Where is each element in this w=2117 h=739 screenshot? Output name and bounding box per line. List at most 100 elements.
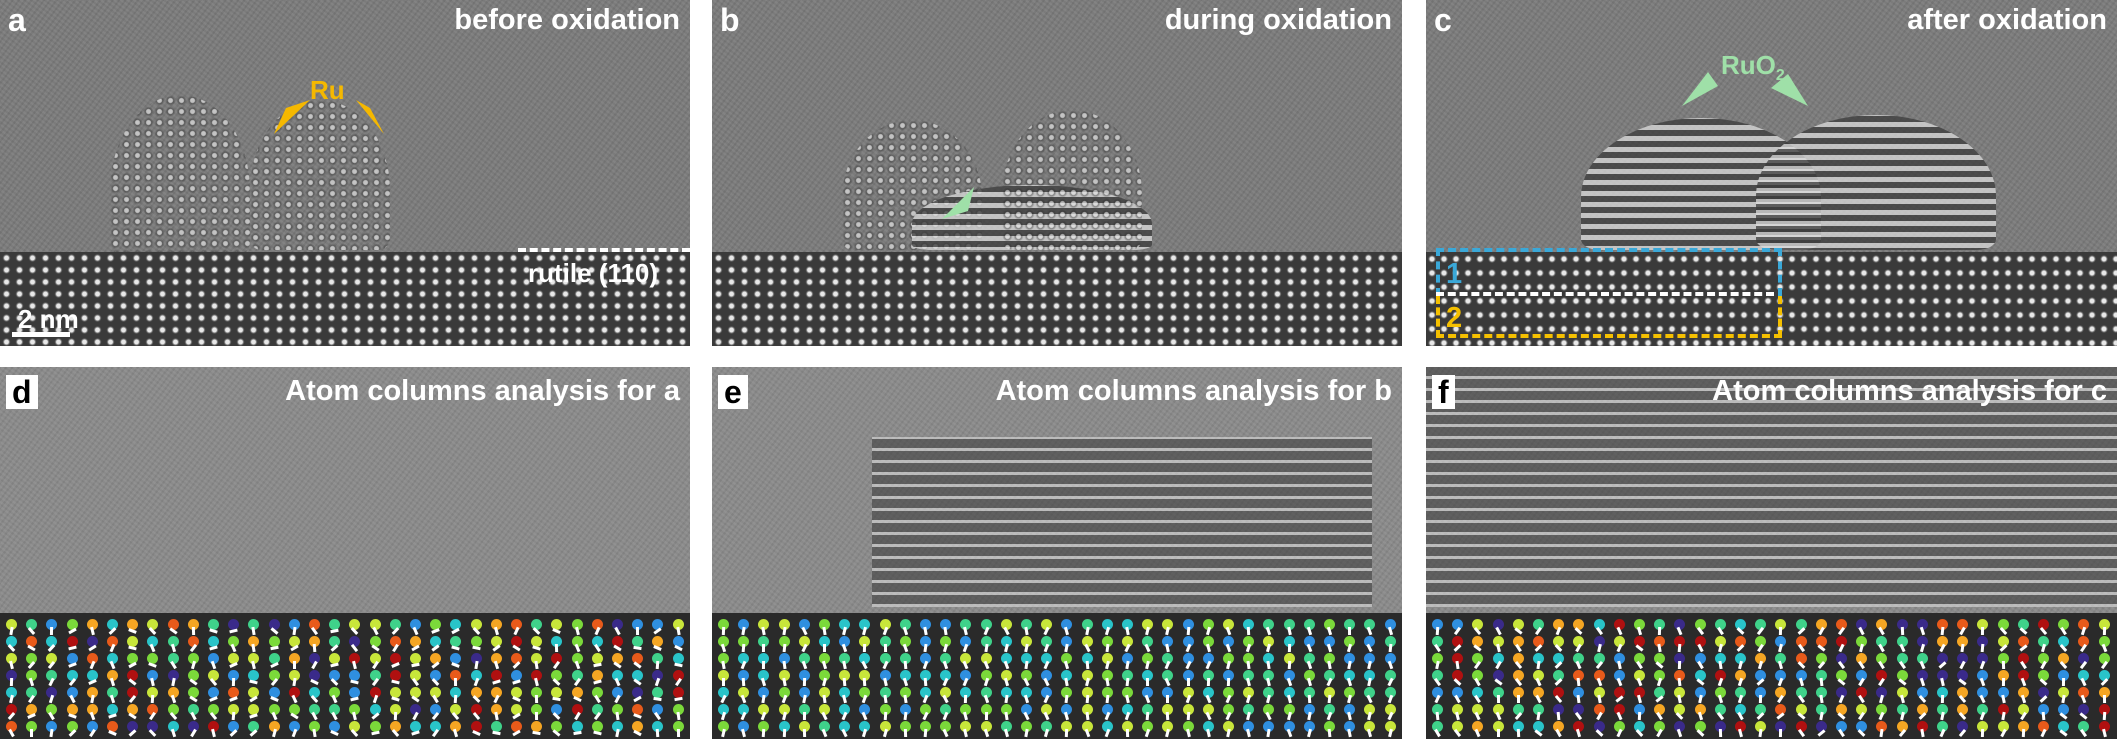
atom-column-marker <box>1324 653 1335 664</box>
atom-column-marker <box>1344 619 1356 630</box>
atom-column-marker <box>450 704 462 715</box>
displacement-vector <box>1146 677 1150 687</box>
atom-column-marker <box>980 636 992 647</box>
atom-column-marker <box>1000 653 1012 664</box>
atom-column-marker <box>1714 636 1726 647</box>
atom-column-marker <box>268 670 280 681</box>
atom-column-marker <box>127 687 139 698</box>
displacement-vector <box>330 662 339 668</box>
atom-column-marker <box>470 670 482 681</box>
atom-column-marker <box>288 704 300 715</box>
atom-column-marker <box>511 721 522 732</box>
atom-column-marker <box>571 619 583 630</box>
displacement-vector <box>1266 694 1272 704</box>
atom-column-marker <box>1654 653 1666 664</box>
atom-column-marker <box>1162 704 1174 715</box>
atom-column-marker <box>1041 721 1053 732</box>
atom-column-marker <box>1122 687 1133 698</box>
atom-column-marker <box>778 721 790 732</box>
displacement-vector <box>636 626 640 636</box>
atom-column-marker <box>470 721 482 732</box>
atom-column-marker <box>66 619 78 630</box>
panel-a: a before oxidation Ru rutile (110) 2 nm <box>0 0 690 346</box>
atom-column-marker <box>571 721 583 732</box>
atom-column-marker <box>1957 619 1969 630</box>
atom-column-marker <box>86 704 98 715</box>
atom-column-marker <box>758 687 770 698</box>
displacement-vector <box>229 628 238 634</box>
atom-column-marker <box>1243 619 1255 630</box>
substrate-label: rutile (110) <box>528 258 659 288</box>
atom-column-marker <box>1061 619 1073 630</box>
atom-column-marker <box>1344 721 1356 732</box>
atom-column-marker <box>1573 636 1585 647</box>
atom-column-marker <box>1492 619 1504 630</box>
atom-column-marker <box>1634 619 1645 630</box>
displacement-vector <box>330 628 339 634</box>
atom-column-marker <box>470 619 482 630</box>
atom-column-marker <box>652 619 664 630</box>
atom-column-marker <box>1836 653 1847 664</box>
atom-column-marker <box>107 721 118 732</box>
displacement-vector <box>1496 694 1500 704</box>
atom-column-marker <box>1593 653 1605 664</box>
atom-column-marker <box>1243 670 1255 681</box>
displacement-vector <box>676 711 681 721</box>
atom-column-marker <box>1714 619 1726 630</box>
displacement-vector <box>656 660 660 670</box>
displacement-vector <box>1900 626 1904 636</box>
atom-column-marker <box>1182 704 1194 715</box>
atom-column-marker <box>899 687 911 698</box>
atom-column-marker <box>899 619 911 630</box>
displacement-vector <box>1981 728 1985 738</box>
atom-column-marker <box>127 653 139 664</box>
atom-column-marker <box>1755 687 1767 698</box>
atom-column-marker <box>1674 704 1686 715</box>
atom-column-marker <box>1896 670 1908 681</box>
displacement-vector <box>1004 694 1009 704</box>
atom-column-marker <box>1492 704 1504 715</box>
atom-column-marker <box>248 687 260 698</box>
displacement-vector <box>350 696 360 702</box>
atom-column-marker <box>859 670 871 681</box>
displacement-vector <box>2062 677 2066 687</box>
displacement-vector <box>269 645 279 651</box>
displacement-vector <box>2061 694 2066 704</box>
atom-column-marker <box>369 619 381 630</box>
displacement-vector <box>1104 660 1110 670</box>
displacement-vector <box>1084 626 1090 636</box>
atom-column-marker <box>187 721 199 732</box>
atom-column-marker <box>1735 653 1746 664</box>
atom-column-marker <box>107 687 118 698</box>
atom-column-marker <box>450 721 462 732</box>
atom-column-marker <box>187 670 199 681</box>
atom-column-marker <box>389 687 401 698</box>
panel-d: d Atom columns analysis for a <box>0 367 690 739</box>
atom-column-marker <box>1101 636 1113 647</box>
atom-column-marker <box>187 636 199 647</box>
atom-column-marker <box>2038 721 2049 732</box>
displacement-vector <box>1516 695 1520 703</box>
atom-column-marker <box>879 670 891 681</box>
atom-column-marker <box>920 636 931 647</box>
atom-column-marker <box>228 636 240 647</box>
atom-column-marker <box>329 670 341 681</box>
ruo2-particle <box>1756 115 1996 250</box>
atom-column-marker <box>26 721 38 732</box>
displacement-vector <box>962 677 969 687</box>
atom-column-marker <box>2098 653 2110 664</box>
displacement-vector <box>49 694 55 704</box>
atom-column-marker <box>1041 653 1053 664</box>
atom-column-marker <box>309 653 320 664</box>
atom-column-marker <box>1775 687 1787 698</box>
atom-column-marker <box>738 619 750 630</box>
atom-column-marker <box>349 721 361 732</box>
particle-region <box>712 367 1402 613</box>
atom-column-marker <box>1593 704 1605 715</box>
atom-column-marker <box>410 704 421 715</box>
atom-column-marker <box>1384 704 1396 715</box>
atom-column-marker <box>1202 721 1214 732</box>
atom-column-marker <box>1937 670 1948 681</box>
atom-column-marker <box>1937 721 1948 732</box>
atom-column-marker <box>1613 704 1625 715</box>
